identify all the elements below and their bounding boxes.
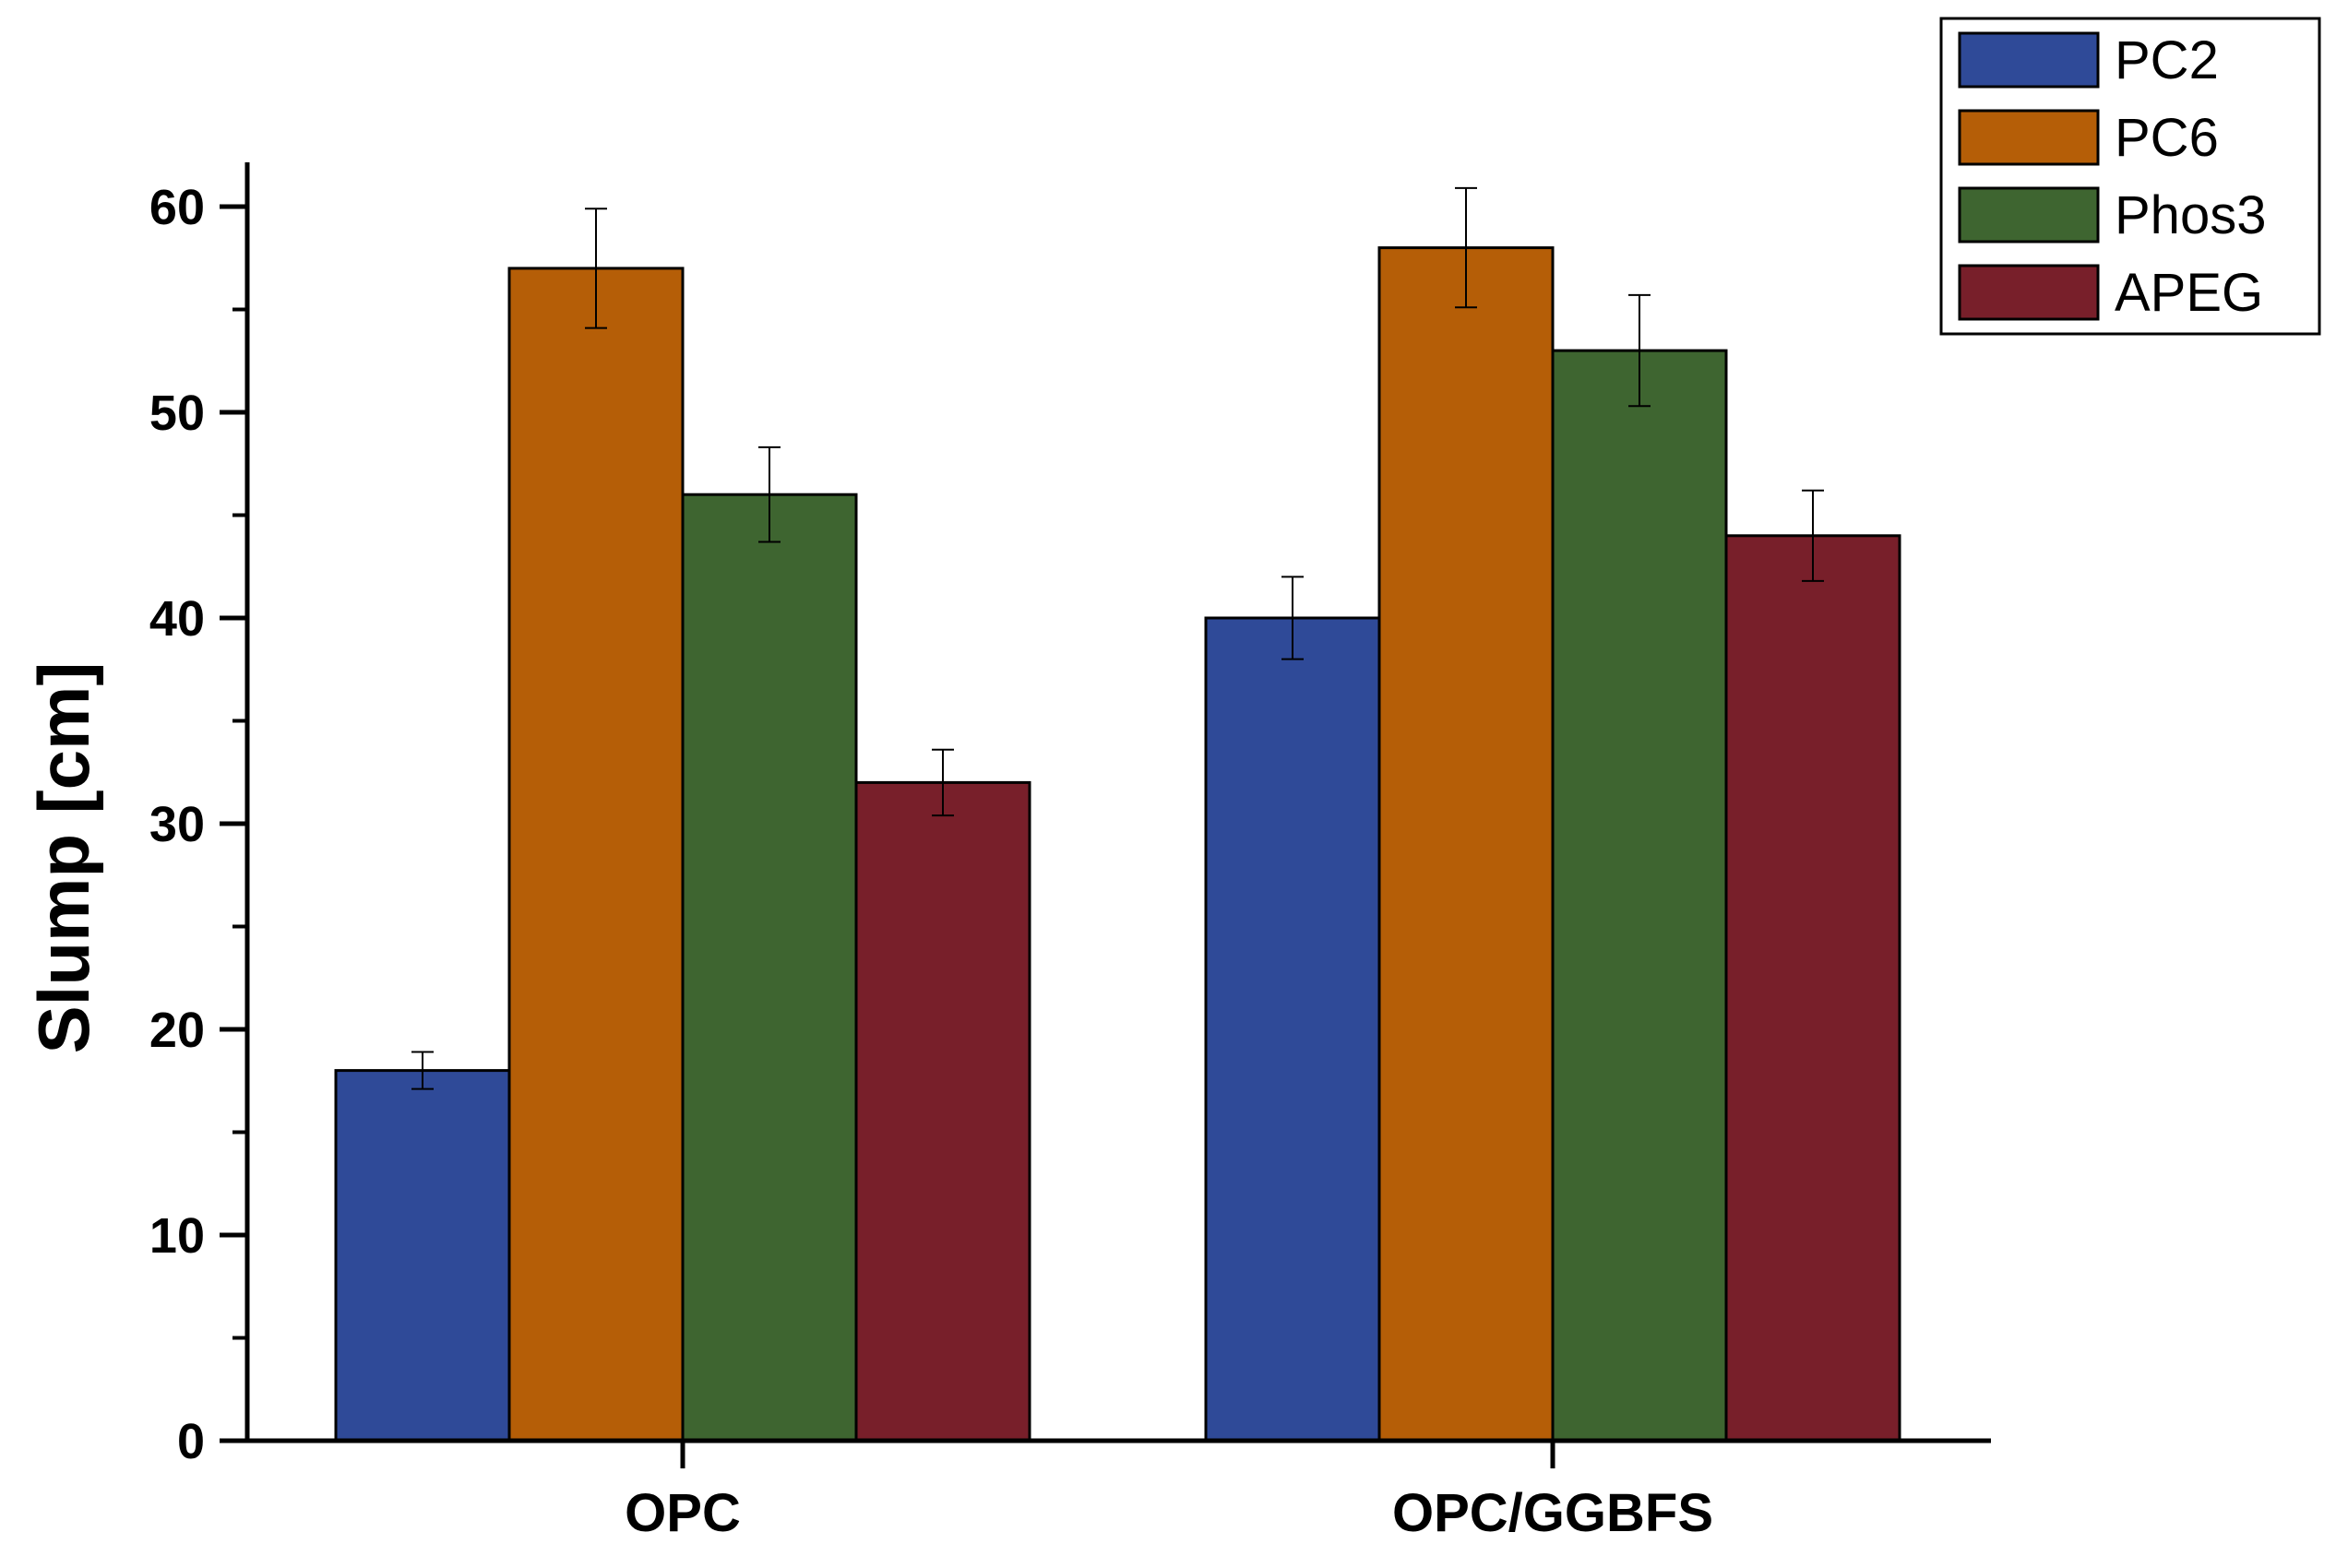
y-tick-label-40: 40: [149, 591, 205, 647]
legend-items: PC2 PC6 Phos3 APEG: [1958, 30, 2266, 323]
legend-label-pc2: PC2: [2115, 30, 2219, 90]
x-ticks: OPC OPC/GGBFS: [625, 1441, 1713, 1543]
bar-pc6-opc: [507, 267, 685, 1443]
bar-pc6-opc-ggbfs: [1377, 246, 1555, 1443]
legend-swatch-pc2: [1958, 31, 2100, 89]
y-tick-label-10: 10: [149, 1208, 205, 1264]
y-tick-label-60: 60: [149, 180, 205, 235]
y-ticks: 0 10 20 30 40 50 60: [149, 180, 247, 1469]
legend-label-pc6: PC6: [2115, 108, 2219, 168]
bars-layer: [334, 246, 1901, 1443]
y-tick-label-20: 20: [149, 1003, 205, 1058]
x-tick-label-opc-ggbfs: OPC/GGBFS: [1392, 1483, 1713, 1543]
bar-apeg-opc-ggbfs: [1724, 534, 1901, 1443]
legend-swatch-phos3: [1958, 186, 2100, 244]
bar-phos3-opc-ggbfs: [1551, 349, 1728, 1443]
legend-label-apeg: APEG: [2115, 263, 2263, 323]
legend-label-phos3: Phos3: [2115, 185, 2266, 245]
bar-phos3-opc: [681, 493, 858, 1443]
legend: PC2 PC6 Phos3 APEG: [1939, 17, 2321, 336]
axes-layer: [244, 162, 1991, 1443]
error-bars-layer: [411, 186, 1824, 1090]
legend-swatch-apeg: [1958, 264, 2100, 321]
bar-pc2-opc: [334, 1069, 511, 1443]
y-tick-label-50: 50: [149, 386, 205, 441]
y-tick-label-0: 0: [177, 1414, 205, 1469]
y-tick-label-30: 30: [149, 797, 205, 852]
bar-pc2-opc-ggbfs: [1204, 616, 1381, 1443]
y-axis-label: Slump [cm]: [23, 662, 104, 1054]
bar-apeg-opc: [854, 780, 1031, 1443]
legend-swatch-pc6: [1958, 109, 2100, 166]
x-tick-label-opc: OPC: [625, 1483, 741, 1543]
